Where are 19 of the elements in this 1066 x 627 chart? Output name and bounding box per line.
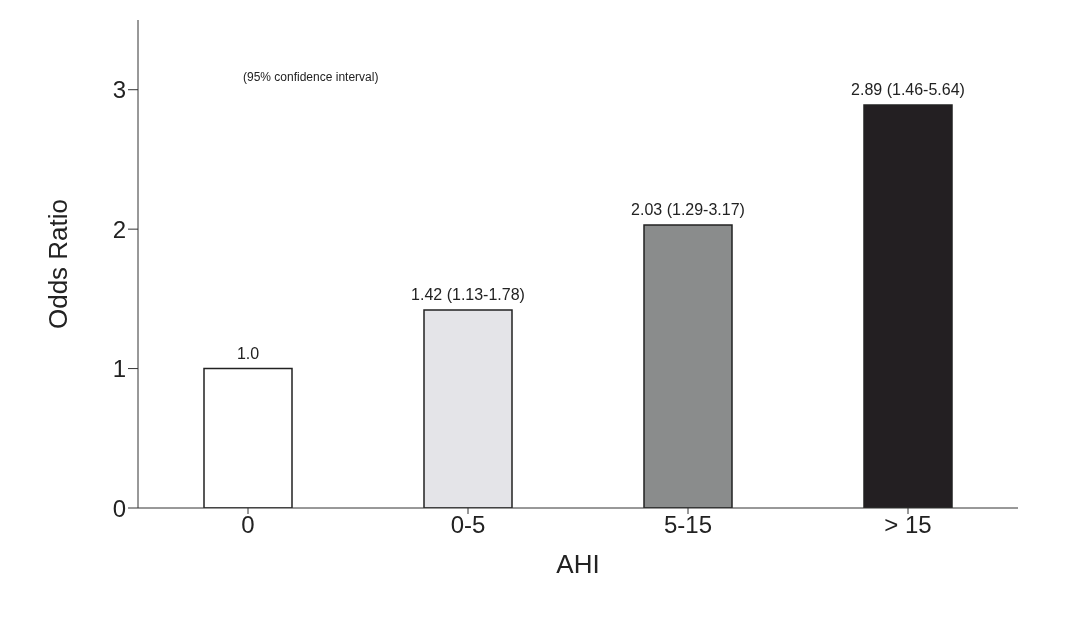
bar: [423, 309, 513, 508]
data-label: 1.42 (1.13-1.78): [411, 286, 525, 304]
x-tick-label: > 15: [884, 511, 932, 539]
y-axis-title: Odds Ratio: [43, 198, 74, 330]
bar: [643, 224, 733, 508]
y-tick-label: 0: [112, 494, 126, 522]
x-tick-label: 5-15: [663, 511, 713, 539]
data-label: 2.03 (1.29-3.17): [631, 200, 745, 218]
x-tick-label: 0: [241, 511, 255, 539]
y-tick-label: 3: [112, 76, 126, 104]
x-tick-label: 0-5: [450, 511, 486, 539]
data-label: 2.89 (1.46-5.64): [851, 81, 965, 99]
y-tick-label: 1: [112, 355, 126, 383]
data-label: 1.0: [236, 344, 260, 362]
x-axis-title: AHI: [556, 549, 600, 579]
bar: [863, 104, 953, 508]
bar: [203, 367, 293, 508]
annotation: (95% confidence interval): [243, 70, 379, 84]
y-tick-label: 2: [112, 215, 126, 243]
